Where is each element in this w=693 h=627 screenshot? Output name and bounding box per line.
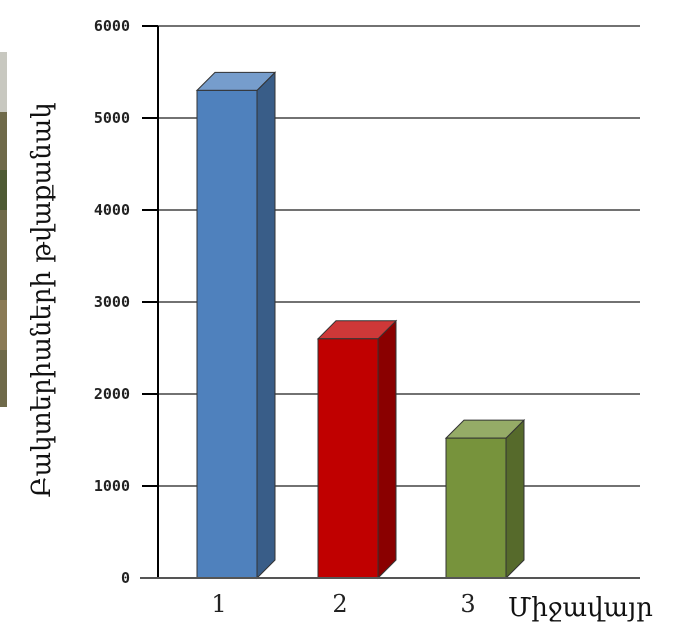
bar-front <box>445 437 507 579</box>
y-tick-label: 5000 <box>94 109 130 127</box>
y-tick-label: 4000 <box>94 201 130 219</box>
y-tick-label: 2000 <box>94 385 130 403</box>
bar-side <box>505 418 525 580</box>
bar-3 <box>444 418 526 580</box>
bars <box>195 71 526 580</box>
bar-side <box>256 71 276 580</box>
y-tick-label: 1000 <box>94 477 130 495</box>
bar-2 <box>316 319 398 580</box>
y-tick-label: 6000 <box>94 17 130 35</box>
y-tick-labels: 0 1000 2000 3000 4000 5000 6000 <box>94 17 130 587</box>
x-tick-labels: 1 2 3 <box>211 590 475 618</box>
x-tick-label: 1 <box>211 590 226 618</box>
bar-front <box>196 89 258 579</box>
x-axis-title: Միջավայր <box>508 593 653 623</box>
photo-fragment <box>0 52 7 407</box>
bar-side <box>377 319 397 580</box>
x-tick-label: 3 <box>460 590 475 618</box>
y-tick-label: 0 <box>121 569 130 587</box>
y-axis-title: Բակտերիաների թվաքանակ <box>27 102 57 497</box>
bar-front <box>317 338 379 579</box>
x-tick-label: 2 <box>332 590 347 618</box>
bar-1 <box>195 71 277 580</box>
y-tick-label: 3000 <box>94 293 130 311</box>
